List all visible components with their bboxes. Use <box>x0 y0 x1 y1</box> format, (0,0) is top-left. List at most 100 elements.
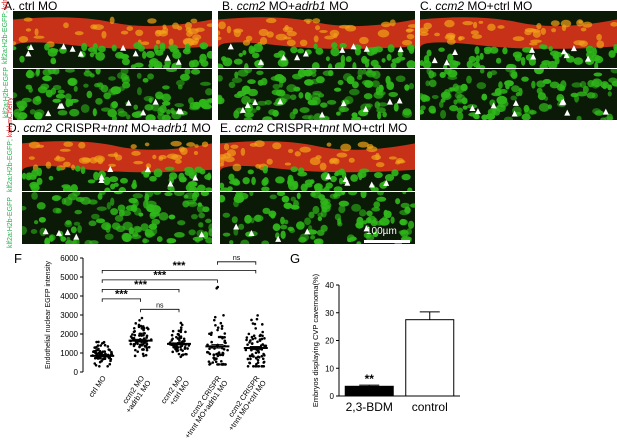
arrowhead-marker <box>302 50 309 57</box>
nucleus-mark <box>86 90 93 99</box>
nucleus-mark <box>261 186 270 191</box>
chart-f-point <box>140 343 143 347</box>
chart-f-point <box>261 357 265 361</box>
nucleus-mark <box>510 71 518 79</box>
nucleus-mark <box>115 154 123 161</box>
nucleus-mark <box>382 216 388 221</box>
nucleus-mark <box>290 46 298 54</box>
text: CRISPR+ <box>52 121 108 135</box>
nucleus-mark <box>349 236 357 242</box>
nucleus-mark <box>88 240 99 244</box>
nucleus-mark <box>110 208 119 216</box>
nucleus-mark <box>561 24 567 32</box>
nucleus-mark <box>59 148 71 152</box>
nucleus-mark <box>49 48 59 53</box>
nucleus-mark <box>549 50 560 57</box>
chart-f-y-tick-label: 1000 <box>60 349 78 358</box>
chart-f-point <box>94 349 98 352</box>
chart-f-point <box>245 338 248 342</box>
nucleus-mark <box>580 27 587 32</box>
chart-f-point <box>138 345 141 349</box>
chart-f-point <box>177 329 181 333</box>
nucleus-mark <box>167 186 172 191</box>
nucleus-mark <box>438 47 445 52</box>
nucleus-mark <box>422 60 432 68</box>
chart-f-point <box>257 355 261 359</box>
nucleus-mark <box>176 79 185 87</box>
chart-f-point <box>132 326 136 330</box>
chart-f-point <box>143 345 147 348</box>
nucleus-mark <box>406 33 415 40</box>
chart-f-point <box>221 346 224 350</box>
nucleus-mark <box>111 222 121 230</box>
chart-f-point <box>208 332 211 336</box>
chart-f-point <box>179 321 183 325</box>
nucleus-mark <box>200 43 206 50</box>
arrowhead-marker <box>325 173 332 180</box>
arrowhead-marker <box>602 108 609 115</box>
nucleus-mark <box>28 156 35 160</box>
chart-f-point <box>248 361 252 365</box>
chart-f-point <box>134 322 138 325</box>
chart-f-point <box>179 328 183 332</box>
nucleus-mark <box>315 76 325 84</box>
arrowhead-marker <box>319 111 326 118</box>
chart-g-bar-fill <box>345 386 394 396</box>
nucleus-mark <box>376 192 384 196</box>
chart-f-point <box>109 353 113 357</box>
nucleus-mark <box>425 80 430 87</box>
chart-f-point <box>256 361 260 364</box>
nucleus-mark <box>218 63 224 68</box>
nucleus-mark <box>148 223 158 230</box>
chart-f-point <box>142 337 146 340</box>
nucleus-mark <box>95 69 101 75</box>
nucleus-mark <box>460 83 468 92</box>
nucleus-mark <box>371 80 380 88</box>
nucleus-mark <box>106 202 112 210</box>
nucleus-mark <box>466 60 473 68</box>
nucleus-mark <box>144 104 154 111</box>
nucleus-mark <box>313 35 319 43</box>
nucleus-mark <box>536 87 543 95</box>
chart-f-point <box>215 344 219 347</box>
panel-letter: C. <box>420 0 432 13</box>
nucleus-mark <box>548 46 553 52</box>
nucleus-mark <box>224 156 235 163</box>
nucleus-mark <box>521 76 529 82</box>
nucleus-mark <box>13 92 18 99</box>
nucleus-mark <box>249 192 254 197</box>
nucleus-mark <box>439 101 444 108</box>
chart-f-point <box>255 357 258 360</box>
arrowhead-marker <box>144 166 151 173</box>
chart-f-point <box>254 351 258 355</box>
chart-f-y-tick-label: 5000 <box>60 273 78 282</box>
chart-f-point <box>215 287 218 290</box>
nucleus-mark <box>68 78 77 86</box>
nucleus-mark <box>313 113 323 120</box>
nucleus-mark <box>550 20 560 27</box>
nucleus-mark <box>593 72 603 77</box>
chart-f-point <box>179 335 183 338</box>
nucleus-mark <box>248 45 255 55</box>
chart-f-point <box>137 323 141 327</box>
nucleus-mark <box>338 200 350 207</box>
chart-f-point <box>262 360 266 364</box>
tissue-texture <box>22 140 212 191</box>
chart-f-point <box>222 363 225 366</box>
gene-name: ccm2 <box>435 0 465 13</box>
arrowhead-marker <box>164 54 171 61</box>
nucleus-mark <box>117 204 126 212</box>
arrowhead-marker <box>175 58 182 65</box>
chart-f-point <box>102 340 106 344</box>
nucleus-mark <box>98 192 106 196</box>
nucleus-mark <box>582 85 589 94</box>
nucleus-mark <box>315 25 321 31</box>
chart-f-point <box>170 339 174 342</box>
nucleus-mark <box>89 157 98 164</box>
panel-g-letter: G <box>290 251 301 266</box>
chart-f-point <box>251 353 254 356</box>
arrowhead-marker <box>120 44 127 51</box>
chart-f-point <box>137 339 140 343</box>
nucleus-mark <box>266 31 274 38</box>
panel-letter: B. <box>222 0 234 13</box>
